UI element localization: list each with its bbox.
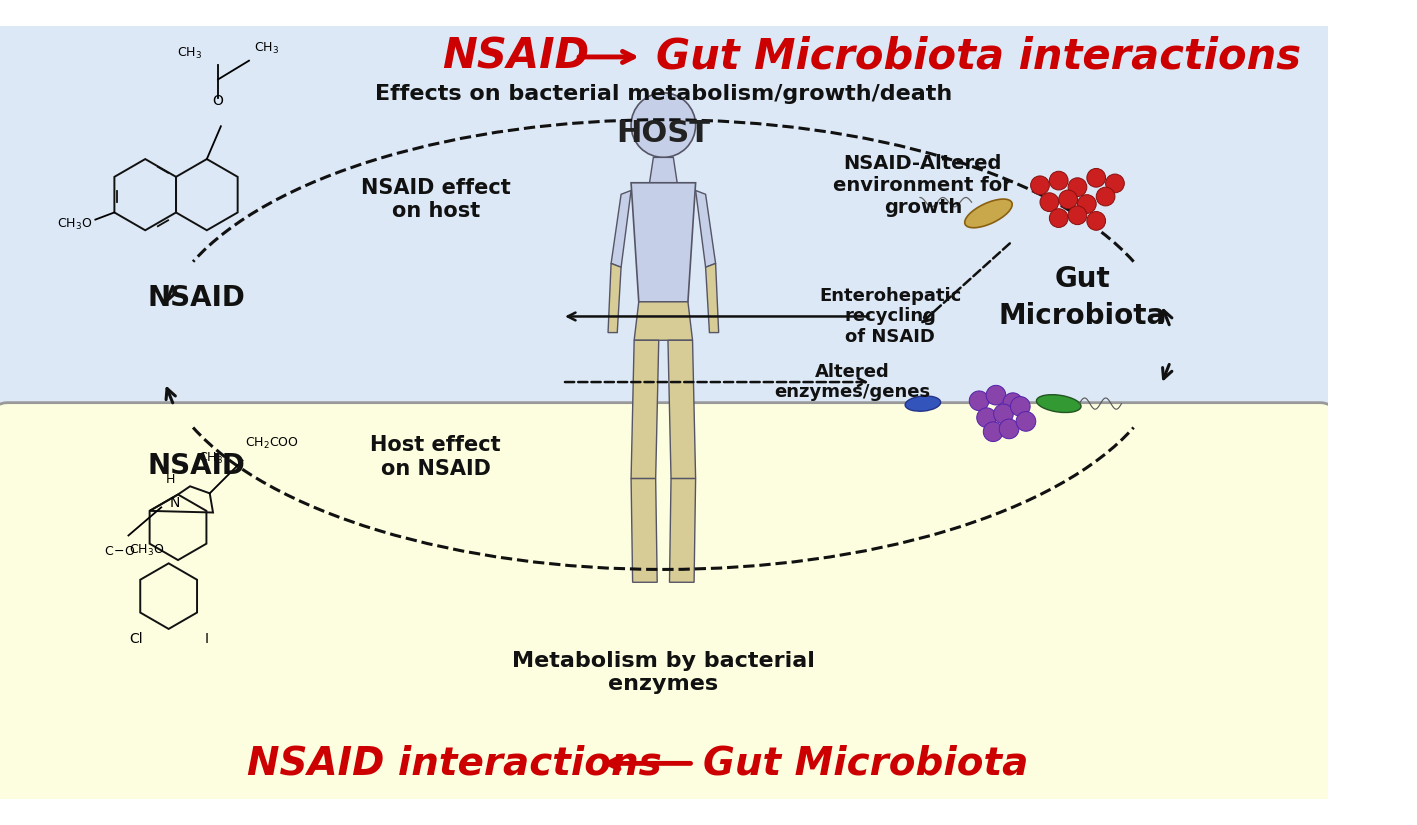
- Text: NSAID effect
on host: NSAID effect on host: [361, 177, 510, 221]
- Text: Gut Microbiota interactions: Gut Microbiota interactions: [656, 36, 1301, 78]
- FancyBboxPatch shape: [0, 403, 1335, 805]
- Text: CH$_2$COO: CH$_2$COO: [245, 436, 299, 451]
- Text: Microbiota: Microbiota: [999, 303, 1166, 331]
- Circle shape: [1050, 172, 1068, 190]
- Circle shape: [983, 422, 1003, 441]
- Circle shape: [1068, 178, 1087, 196]
- Polygon shape: [635, 302, 693, 340]
- Text: Effects on bacterial metabolism/growth/death: Effects on bacterial metabolism/growth/d…: [374, 84, 952, 105]
- Circle shape: [1105, 174, 1124, 193]
- Polygon shape: [631, 340, 659, 478]
- Text: CH$_3$: CH$_3$: [254, 41, 279, 56]
- Circle shape: [1003, 393, 1023, 412]
- Text: Altered
enzymes/genes: Altered enzymes/genes: [775, 363, 931, 402]
- Circle shape: [999, 419, 1019, 439]
- Text: NSAID interactions: NSAID interactions: [247, 744, 662, 782]
- Circle shape: [1097, 187, 1115, 206]
- Circle shape: [1030, 176, 1050, 195]
- Text: CH$_3$: CH$_3$: [197, 450, 222, 465]
- Text: NSAID: NSAID: [147, 452, 245, 480]
- Ellipse shape: [965, 199, 1012, 228]
- Circle shape: [1058, 190, 1077, 209]
- Circle shape: [986, 385, 1006, 405]
- Text: Gut Microbiota: Gut Microbiota: [703, 744, 1029, 782]
- Polygon shape: [608, 263, 621, 332]
- Circle shape: [976, 408, 996, 427]
- Polygon shape: [706, 263, 718, 332]
- Circle shape: [1040, 193, 1058, 211]
- Text: O: O: [213, 93, 224, 107]
- Text: NSAID: NSAID: [442, 36, 589, 78]
- Text: N: N: [170, 496, 180, 510]
- Text: CH$_3$O: CH$_3$O: [57, 217, 92, 233]
- Polygon shape: [631, 478, 657, 582]
- Polygon shape: [649, 158, 677, 183]
- Polygon shape: [611, 191, 631, 267]
- Ellipse shape: [905, 396, 941, 411]
- Circle shape: [1068, 206, 1087, 224]
- Ellipse shape: [1036, 394, 1081, 412]
- Circle shape: [631, 93, 696, 158]
- Circle shape: [1077, 195, 1097, 214]
- Text: NSAID: NSAID: [147, 284, 245, 312]
- Text: NSAID-Altered
environment for
growth: NSAID-Altered environment for growth: [833, 153, 1012, 217]
- Text: CH$_3$O: CH$_3$O: [129, 543, 164, 559]
- Circle shape: [969, 391, 989, 411]
- Polygon shape: [631, 183, 696, 302]
- Circle shape: [1050, 209, 1068, 228]
- Circle shape: [1087, 168, 1105, 187]
- Text: Cl: Cl: [129, 632, 143, 646]
- Circle shape: [1016, 412, 1036, 431]
- Text: C$\!-\!$O: C$\!-\!$O: [103, 544, 135, 558]
- Text: Host effect
on NSAID: Host effect on NSAID: [370, 436, 502, 478]
- Text: Enterohepatic
recycling
of NSAID: Enterohepatic recycling of NSAID: [819, 286, 961, 346]
- Text: H: H: [166, 473, 176, 486]
- Text: Metabolism by bacterial
enzymes: Metabolism by bacterial enzymes: [512, 651, 815, 694]
- Text: CH$_3$: CH$_3$: [177, 45, 203, 61]
- Text: HOST: HOST: [616, 120, 710, 148]
- Circle shape: [993, 404, 1013, 424]
- Circle shape: [1010, 397, 1030, 417]
- Polygon shape: [667, 340, 696, 478]
- Text: I: I: [204, 632, 208, 646]
- Polygon shape: [669, 478, 696, 582]
- Circle shape: [1087, 211, 1105, 230]
- FancyBboxPatch shape: [0, 21, 1335, 452]
- Text: Gut: Gut: [1054, 265, 1110, 293]
- Polygon shape: [696, 191, 716, 267]
